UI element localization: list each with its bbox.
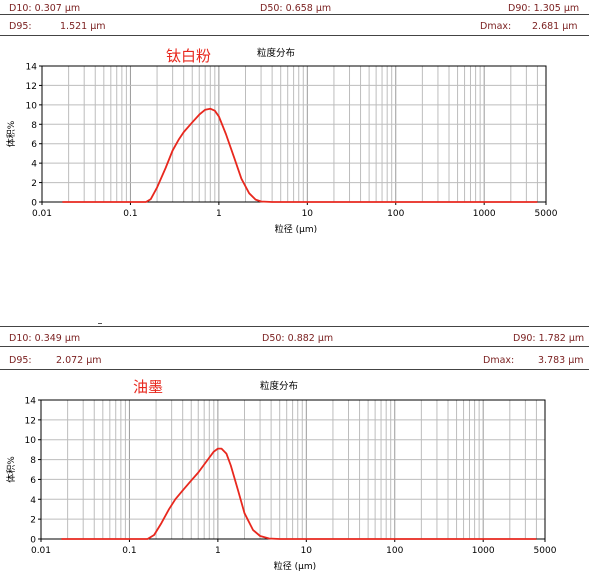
distribution-curve xyxy=(62,107,538,203)
y-tick-label: 14 xyxy=(25,397,37,407)
sample-name: 钛白粉 xyxy=(166,47,212,65)
d90-value: D90: 1.782 µm xyxy=(513,333,585,344)
d95-value: 2.072 µm xyxy=(56,355,102,366)
stats-row-2: D95: 2.072 µm Dmax: 3.783 µm xyxy=(0,352,589,370)
sample-name: 油墨 xyxy=(133,378,164,396)
y-tick-label: 8 xyxy=(31,121,37,131)
chart-title: 粒度分布 xyxy=(260,381,299,392)
x-tick-label: 0.1 xyxy=(122,546,136,556)
x-tick-label: 0.01 xyxy=(31,546,51,556)
d50-value: D50: 0.658 µm xyxy=(260,3,332,14)
y-axis-label: 体积% xyxy=(5,456,17,483)
y-tick-label: 8 xyxy=(30,456,36,466)
x-tick-label: 10 xyxy=(301,546,313,556)
y-tick-label: 10 xyxy=(25,436,37,446)
x-tick-label: 1000 xyxy=(472,546,495,556)
x-tick-label: 1000 xyxy=(473,209,496,219)
y-tick-label: 0 xyxy=(31,199,37,209)
x-axis-label: 粒径 (µm) xyxy=(275,223,317,235)
chart-title: 粒度分布 xyxy=(257,48,296,59)
x-tick-label: 100 xyxy=(387,209,404,219)
divider xyxy=(0,35,589,36)
divider xyxy=(0,326,589,327)
x-tick-label: 0.1 xyxy=(123,209,137,219)
x-axis-label: 粒径 (µm) xyxy=(274,560,316,572)
x-tick-label: 100 xyxy=(386,546,403,556)
y-tick-label: 12 xyxy=(26,82,37,92)
y-tick-label: 12 xyxy=(25,416,36,426)
d10-value: D10: 0.349 µm xyxy=(9,333,81,344)
d95-label: D95: xyxy=(9,21,32,32)
y-tick-label: 4 xyxy=(30,496,36,506)
y-tick-label: 0 xyxy=(30,536,36,546)
y-tick-label: 14 xyxy=(26,63,38,73)
stats-row-1: D10: 0.349 µm D50: 0.882 µm D90: 1.782 µ… xyxy=(0,330,589,348)
y-tick-label: 2 xyxy=(30,516,36,526)
y-tick-label: 2 xyxy=(31,179,37,189)
y-tick-label: 6 xyxy=(31,140,37,150)
y-tick-label: 6 xyxy=(30,476,36,486)
stats-row-2: D95: 1.521 µm Dmax: 2.681 µm xyxy=(0,18,589,36)
x-tick-label: 1 xyxy=(215,546,221,556)
divider xyxy=(0,14,589,15)
dmax-label: Dmax: xyxy=(483,355,515,366)
distribution-chart-1: 0 2 4 6 8 10 12 14 0.01 0.1 1 10 100 1000 5000 粒径 (µm) 体… xyxy=(5,63,558,236)
d95-label: D95: xyxy=(9,355,32,366)
dmax-value: 3.783 µm xyxy=(538,355,584,366)
y-tick-label: 4 xyxy=(31,160,37,170)
d90-value: D90: 1.305 µm xyxy=(508,3,580,14)
dmax-value: 2.681 µm xyxy=(532,21,578,32)
divider xyxy=(98,323,102,324)
x-tick-label: 0.01 xyxy=(32,209,52,219)
d95-value: 1.521 µm xyxy=(60,21,106,32)
x-tick-label: 5000 xyxy=(535,209,558,219)
y-tick-label: 10 xyxy=(26,101,38,111)
x-tick-label: 5000 xyxy=(534,546,557,556)
x-tick-label: 10 xyxy=(302,209,314,219)
y-axis-label: 体积% xyxy=(5,120,17,147)
distribution-curve xyxy=(61,447,537,540)
x-tick-label: 1 xyxy=(216,209,222,219)
distribution-chart-2: 0 2 4 6 8 10 12 14 0.01 0.1 1 10 100 1000 5000 粒径 (µm) 体… xyxy=(5,397,557,573)
d10-value: D10: 0.307 µm xyxy=(9,3,81,14)
dmax-label: Dmax: xyxy=(480,21,512,32)
divider xyxy=(0,369,589,370)
d50-value: D50: 0.882 µm xyxy=(262,333,334,344)
stats-row-1: D10: 0.307 µm D50: 0.658 µm D90: 1.305 µ… xyxy=(0,0,589,18)
divider xyxy=(0,346,589,347)
